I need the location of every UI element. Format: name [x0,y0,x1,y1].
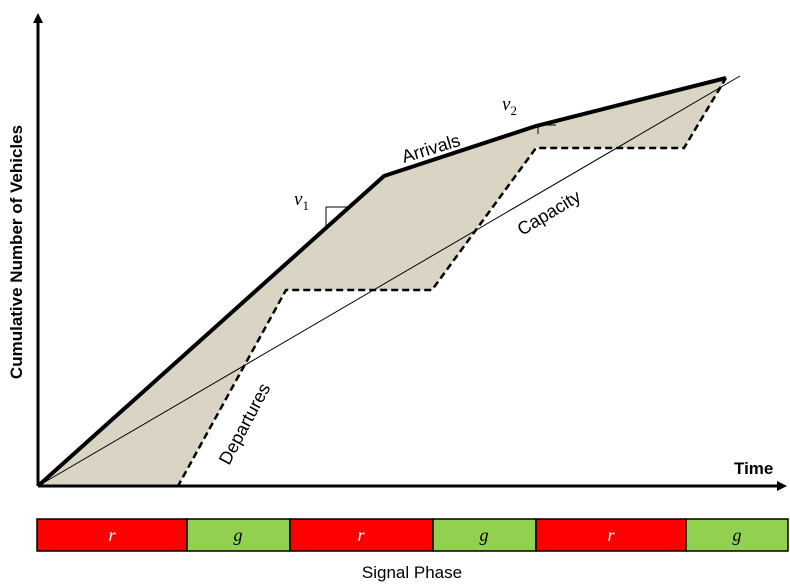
phase-label-4: g [480,525,489,545]
phase-label-2: g [234,525,243,545]
phase-red-1 [36,518,188,552]
v2-label: v2 [502,94,517,118]
capacity-line [37,75,741,487]
signal-phase-caption: Signal Phase [362,563,462,582]
phase-green-2 [432,518,537,552]
y-axis-label: Cumulative Number of Vehicles [7,125,26,379]
v1-slope-marker [325,206,347,226]
phase-green-3 [685,518,789,552]
phase-green-1 [186,518,291,552]
v1-label: v1 [294,189,309,213]
v2-slope-marker [537,124,556,134]
arrivals-line [36,76,727,488]
capacity-label: Capacity [514,186,584,239]
phase-label-3: r [357,525,365,545]
x-axis-label: Time [734,459,773,478]
queue-area [38,78,726,486]
phase-label-5: r [607,525,615,545]
phase-label-6: g [733,525,742,545]
phase-red-2 [289,518,434,552]
phase-label-1: r [108,525,116,545]
signal-phase-bar: r g r g r g [36,518,789,552]
